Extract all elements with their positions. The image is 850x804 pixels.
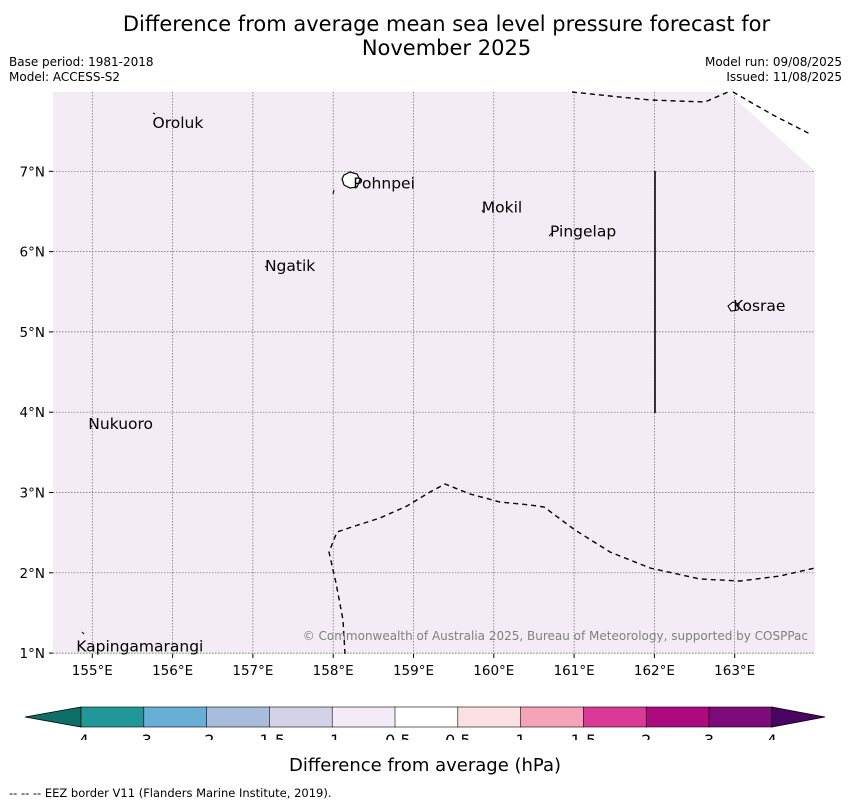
colorbar-tick-label: -0.5 <box>379 731 410 740</box>
lon-tick-label: 155°E <box>72 663 113 679</box>
lon-tick-label: 159°E <box>393 663 434 679</box>
eez-border-south <box>328 483 816 655</box>
place-label: Ngatik <box>265 257 315 275</box>
copyright-notice: © Commonwealth of Australia 2025, Bureau… <box>303 629 808 643</box>
place-label: Kapingamarangi <box>76 638 203 656</box>
pingelap-island <box>548 232 553 237</box>
colorbar-swatch <box>206 706 271 728</box>
lat-tick-label: 7°N <box>20 164 45 180</box>
lat-tick-label: 6°N <box>20 245 45 261</box>
colorbar-tick-label: 2 <box>641 731 651 740</box>
colorbar-swatch <box>583 706 648 728</box>
place-label: Oroluk <box>153 114 204 132</box>
lat-tick-label: 5°N <box>20 325 45 341</box>
nukuoro-island <box>89 424 93 428</box>
gridlines <box>53 92 815 654</box>
kapingamarangi-island <box>81 631 85 635</box>
axis-labels: 155°E 156°E 157°E 158°E 159°E 160°E 161°E 162°E… <box>20 164 756 679</box>
title-line-1: Difference from average mean sea level p… <box>122 12 771 36</box>
lat-tick-label: 2°N <box>20 566 45 582</box>
colorbar-swatch <box>645 706 710 728</box>
mokil-island <box>481 209 485 214</box>
colorbar-tick-label: -2 <box>199 731 215 740</box>
lon-tick-label: 163°E <box>714 663 755 679</box>
colorbar-extend-high <box>771 706 826 728</box>
model-run: Model run: 09/08/2025 <box>704 55 842 69</box>
footer-note: -- -- -- EEZ border V11 (Flanders Marine… <box>9 786 332 800</box>
colorbar-swatch <box>143 706 208 728</box>
place-labels: Oroluk Pohnpei Mokil Pingelap Ngatik Kosrae Nu… <box>76 114 785 656</box>
colorbar-tick-label: 1.5 <box>571 731 596 740</box>
colorbar-swatch <box>80 706 145 728</box>
map-title: Difference from average mean sea level p… <box>0 12 850 60</box>
map-figure: Oroluk Pohnpei Mokil Pingelap Ngatik Kosrae Nu… <box>20 91 826 740</box>
lat-tick-label: 1°N <box>20 646 45 662</box>
place-label: Pohnpei <box>353 174 415 192</box>
lat-tick-label: 4°N <box>20 405 45 421</box>
place-label: Nukuoro <box>88 415 153 433</box>
eez-borders <box>328 91 816 655</box>
colorbar-extend-low <box>24 706 82 728</box>
place-label: Kosrae <box>733 297 785 315</box>
colorbar: -4 -3 -2 -1.5 -1 -0.5 0.5 1 1.5 2 3 4 <box>24 706 826 740</box>
colorbar-tick-label: 4 <box>767 731 777 740</box>
colorbar-tick-label: -3 <box>136 731 152 740</box>
lon-tick-label: 158°E <box>313 663 354 679</box>
no-data-wedge <box>728 92 815 171</box>
colorbar-swatch <box>708 706 773 728</box>
colorbar-tick-label: -1 <box>324 731 340 740</box>
place-label: Mokil <box>482 198 522 216</box>
colorbar-tick-label: -4 <box>73 731 89 740</box>
kosrae-island <box>727 301 740 312</box>
oroluk-island <box>152 112 156 115</box>
lon-tick-label: 156°E <box>152 663 193 679</box>
title-line-2: November 2025 <box>361 36 532 60</box>
colorbar-swatch <box>457 706 522 728</box>
colorbar-tick-label: 3 <box>704 731 714 740</box>
place-label: Pingelap <box>550 223 616 241</box>
colorbar-tick-label: -1.5 <box>254 731 285 740</box>
pohnpei-island <box>341 171 361 189</box>
lat-tick-label: 3°N <box>20 486 45 502</box>
map-background <box>53 92 815 654</box>
colorbar-tick-label: 0.5 <box>445 731 470 740</box>
lon-tick-label: 161°E <box>554 663 595 679</box>
colorbar-swatch <box>520 706 585 728</box>
colorbar-tick-label: 1 <box>516 731 526 740</box>
model-name: Model: ACCESS-S2 <box>9 70 121 84</box>
ngatik-island <box>264 265 269 269</box>
base-period: Base period: 1981-2018 <box>9 55 154 69</box>
lon-tick-label: 162°E <box>634 663 675 679</box>
issued-date: Issued: 11/08/2025 <box>726 70 842 84</box>
lon-tick-label: 157°E <box>232 663 273 679</box>
colorbar-swatch <box>394 706 459 728</box>
colorbar-label: Difference from average (hPa) <box>288 755 562 776</box>
lon-tick-label: 160°E <box>473 663 514 679</box>
colorbar-swatch <box>331 706 396 728</box>
meta-left: Base period: 1981-2018 Model: ACCESS-S2 <box>9 55 154 85</box>
meta-right: Model run: 09/08/2025 Issued: 11/08/2025 <box>705 55 842 85</box>
pohnpei-reef <box>332 189 335 195</box>
eez-border-top-right <box>732 91 813 136</box>
colorbar-swatch <box>269 706 333 728</box>
